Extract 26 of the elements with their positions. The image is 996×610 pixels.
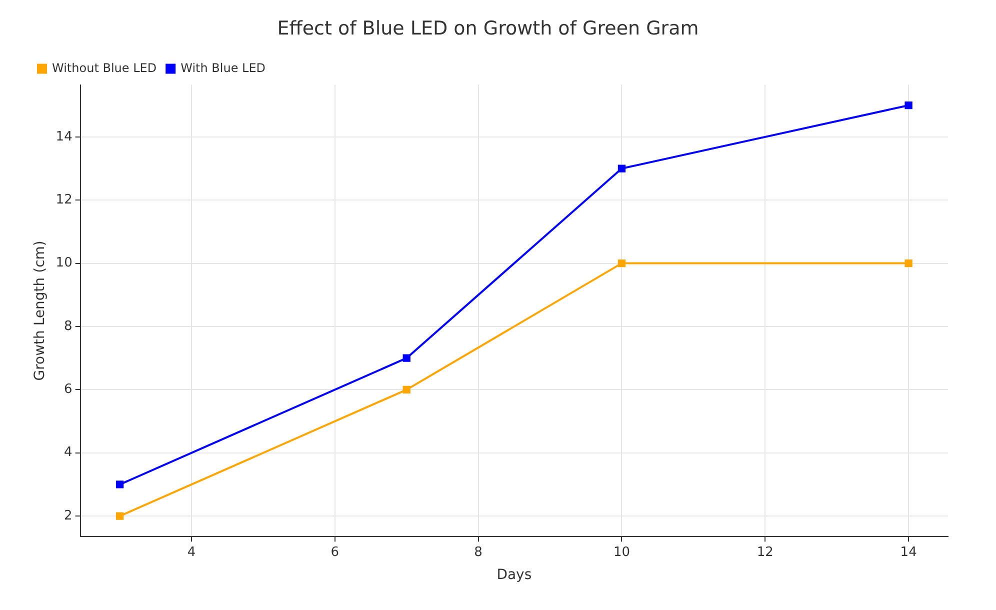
point xyxy=(116,480,124,488)
x-tick-label: 4 xyxy=(187,544,196,560)
y-axis-title: Growth Length (cm) xyxy=(32,240,48,381)
x-tick-label: 12 xyxy=(756,544,774,560)
x-axis-title: Days xyxy=(496,567,532,584)
point xyxy=(618,164,626,172)
y-tick-label: 6 xyxy=(64,382,72,398)
y-tick-label: 4 xyxy=(64,445,72,460)
y-tick-label: 10 xyxy=(56,256,72,271)
y-tick-label: 8 xyxy=(64,318,72,334)
x-tick-label: 14 xyxy=(900,544,917,560)
x-tick-label: 10 xyxy=(613,544,630,560)
chart-title: Effect of Blue LED on Growth of Green Gram xyxy=(277,17,699,40)
y-tick-label: 14 xyxy=(56,129,72,144)
x-tick-label: 8 xyxy=(474,544,482,560)
point xyxy=(904,102,912,110)
point xyxy=(904,259,912,268)
legend-label: Without Blue LED xyxy=(52,60,157,75)
x-tick-label: 6 xyxy=(330,544,340,560)
point xyxy=(116,512,124,520)
y-tick-label: 12 xyxy=(56,192,72,208)
y-tick-label: 2 xyxy=(64,508,72,524)
legend-label: With Blue LED xyxy=(180,60,266,75)
point xyxy=(402,354,410,362)
point xyxy=(402,386,410,394)
point xyxy=(618,259,626,268)
